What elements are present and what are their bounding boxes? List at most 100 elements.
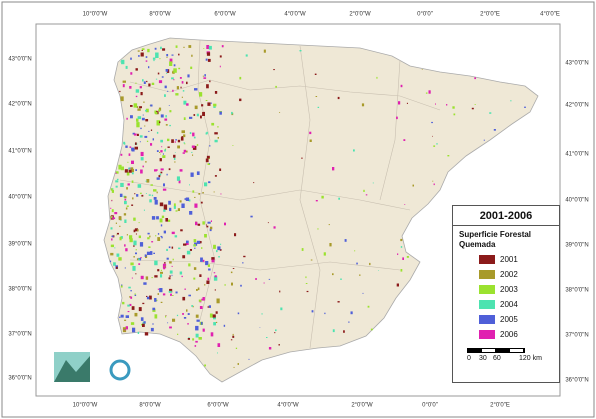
burned-area [353, 149, 355, 152]
burned-area [185, 197, 190, 201]
burned-area [176, 314, 179, 317]
burned-area [149, 199, 152, 203]
burned-area [367, 305, 370, 308]
burned-area [120, 236, 123, 239]
burned-area [131, 172, 134, 175]
burned-area [155, 52, 159, 58]
logo [109, 359, 131, 381]
burned-area [187, 338, 190, 340]
burned-area [255, 278, 257, 280]
burned-area [167, 138, 170, 142]
burned-area [164, 118, 168, 121]
burned-area [191, 151, 193, 153]
burned-area [190, 172, 194, 177]
burned-area [145, 276, 149, 280]
burned-area [200, 321, 203, 325]
burned-area [127, 311, 130, 313]
latitude-label: 36°0'0"N [8, 376, 31, 382]
burned-area [275, 85, 277, 88]
burned-area [122, 301, 125, 305]
burned-area [146, 80, 148, 83]
burned-area [131, 277, 133, 279]
burned-area [344, 239, 347, 242]
burned-area [332, 167, 335, 171]
burned-area [126, 205, 129, 207]
scale-label: 0 [467, 355, 471, 362]
burned-area [201, 298, 203, 301]
burned-area [315, 200, 318, 202]
burned-area [168, 277, 171, 280]
burned-area [152, 307, 156, 311]
legend-item: 2001 [479, 254, 559, 264]
burned-area [126, 187, 128, 190]
burned-area [195, 340, 198, 343]
burned-area [191, 54, 193, 57]
burned-area [275, 329, 277, 332]
burned-area [169, 61, 173, 66]
burned-area [110, 227, 113, 230]
burned-area [136, 133, 139, 136]
burned-area [214, 132, 218, 135]
burned-area [129, 86, 132, 89]
burned-area [152, 308, 156, 312]
burned-area [350, 311, 353, 315]
burned-area [126, 117, 128, 120]
burned-area [128, 167, 131, 169]
burned-area [200, 115, 202, 119]
burned-area [140, 127, 142, 130]
burned-area [137, 121, 139, 123]
burned-area [171, 265, 173, 267]
burned-area [205, 100, 208, 101]
burned-area [182, 255, 186, 259]
burned-area [425, 92, 428, 94]
burned-area [136, 194, 139, 197]
burned-area [161, 215, 165, 218]
longitude-label: 8°0'0"W [139, 403, 161, 409]
burned-area [137, 50, 140, 52]
burned-area [194, 105, 198, 110]
burned-area [474, 77, 476, 80]
burned-area [165, 69, 169, 72]
burned-area [141, 194, 144, 197]
burned-area [301, 248, 304, 251]
burned-area [158, 109, 161, 112]
burned-area [150, 327, 154, 332]
burned-area [202, 221, 205, 225]
burned-area [181, 136, 184, 138]
burned-area [164, 94, 166, 97]
burned-area [245, 54, 248, 57]
burned-area [213, 244, 216, 249]
burned-area [181, 96, 183, 98]
burned-area [196, 319, 200, 322]
burned-area [166, 54, 169, 57]
burned-area [188, 199, 191, 202]
burned-area [219, 249, 222, 251]
burned-area [173, 79, 175, 81]
longitude-label: 4°0'0"W [284, 12, 306, 18]
burned-area [200, 201, 203, 204]
burned-area [142, 302, 145, 305]
burned-area [397, 253, 399, 255]
burned-area [205, 158, 209, 163]
burned-area [447, 155, 450, 157]
burned-area [483, 139, 485, 141]
burned-area [198, 193, 201, 195]
burned-area [268, 278, 271, 280]
burned-area [186, 81, 188, 85]
burned-area [133, 133, 137, 136]
burned-area [317, 106, 320, 108]
burned-area [206, 45, 210, 49]
burned-area [221, 45, 224, 48]
burned-area [193, 267, 197, 270]
burned-area [133, 229, 136, 233]
burned-area [148, 130, 150, 132]
burned-area [187, 323, 189, 325]
burned-area [168, 246, 171, 249]
burned-area [194, 203, 198, 208]
longitude-label: 10°0'0"W [83, 12, 108, 18]
burned-area [141, 117, 145, 121]
burned-area [183, 243, 187, 246]
burned-area [210, 102, 212, 104]
burned-area [202, 297, 205, 301]
burned-area [206, 52, 211, 56]
